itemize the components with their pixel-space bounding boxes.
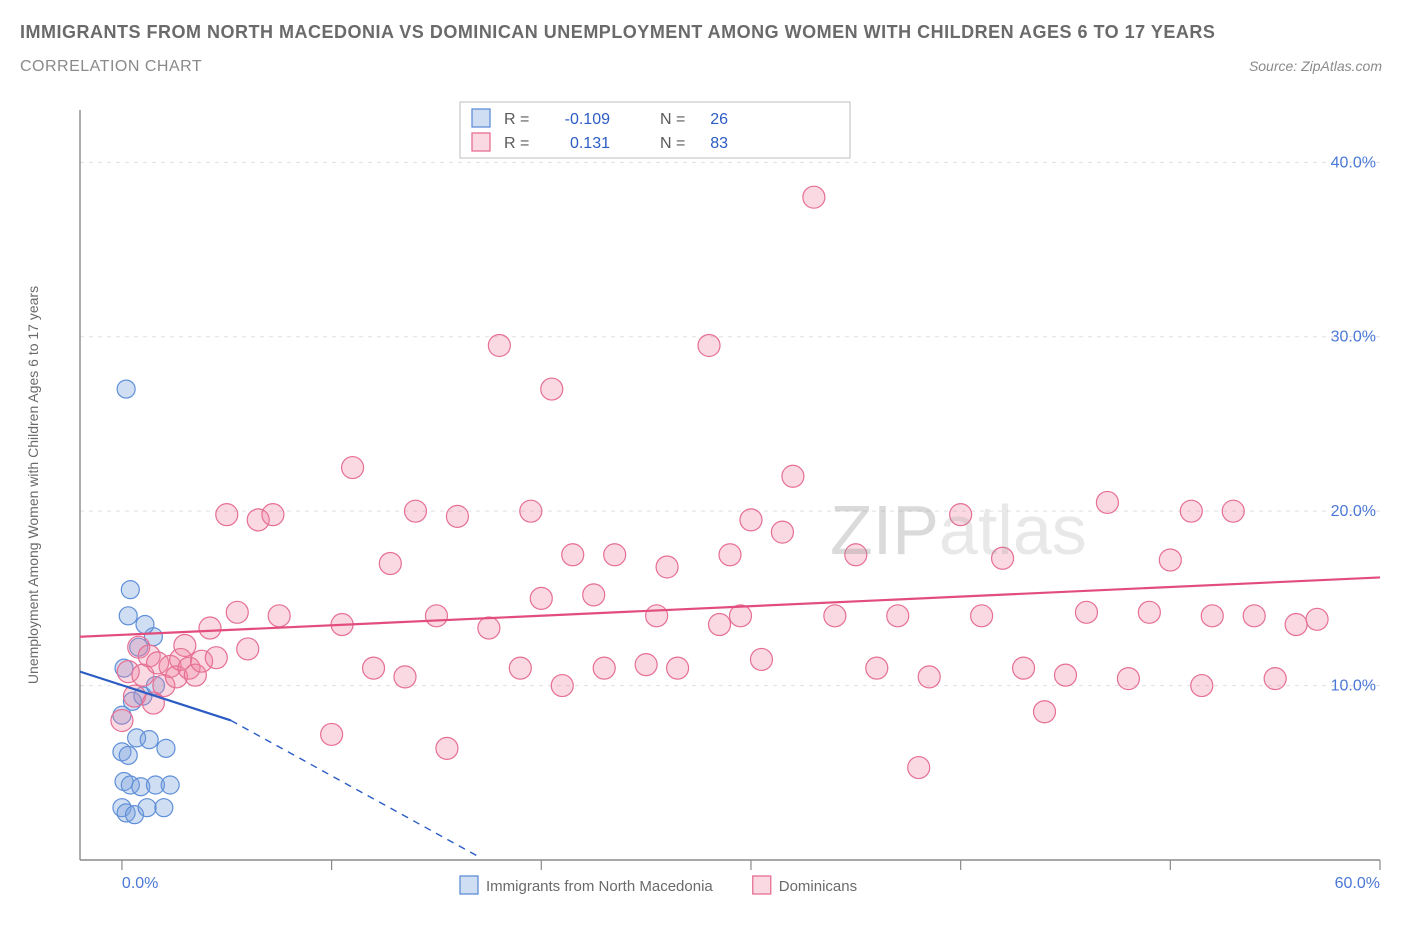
svg-text:-0.109: -0.109 xyxy=(565,111,610,128)
page-title: IMMIGRANTS FROM NORTH MACEDONIA VS DOMIN… xyxy=(20,22,1215,43)
svg-text:0.0%: 0.0% xyxy=(122,875,158,892)
svg-text:20.0%: 20.0% xyxy=(1331,503,1376,520)
svg-text:30.0%: 30.0% xyxy=(1331,329,1376,346)
svg-text:Unemployment Among Women with: Unemployment Among Women with Children A… xyxy=(25,286,41,684)
svg-text:26: 26 xyxy=(710,111,728,128)
svg-text:83: 83 xyxy=(710,135,728,152)
source-label: Source: ZipAtlas.com xyxy=(1249,58,1382,74)
svg-text:R =: R = xyxy=(504,111,529,128)
source-link[interactable]: ZipAtlas.com xyxy=(1301,58,1382,74)
svg-text:40.0%: 40.0% xyxy=(1331,154,1376,171)
svg-text:0.131: 0.131 xyxy=(570,135,610,152)
correlation-chart: 0.0% 60.0% 10.0% 20.0% 30.0% 40.0% Unemploymen… xyxy=(0,90,1406,930)
svg-text:60.0%: 60.0% xyxy=(1335,875,1380,892)
svg-text:N =: N = xyxy=(660,111,685,128)
svg-text:R =: R = xyxy=(504,135,529,152)
page-subtitle: CORRELATION CHART xyxy=(20,58,202,76)
svg-text:N =: N = xyxy=(660,135,685,152)
svg-text:Dominicans: Dominicans xyxy=(779,878,857,895)
svg-text:Immigrants from North Macedoni: Immigrants from North Macedonia xyxy=(486,878,713,895)
svg-text:10.0%: 10.0% xyxy=(1331,678,1376,695)
source-prefix: Source: xyxy=(1249,58,1301,74)
